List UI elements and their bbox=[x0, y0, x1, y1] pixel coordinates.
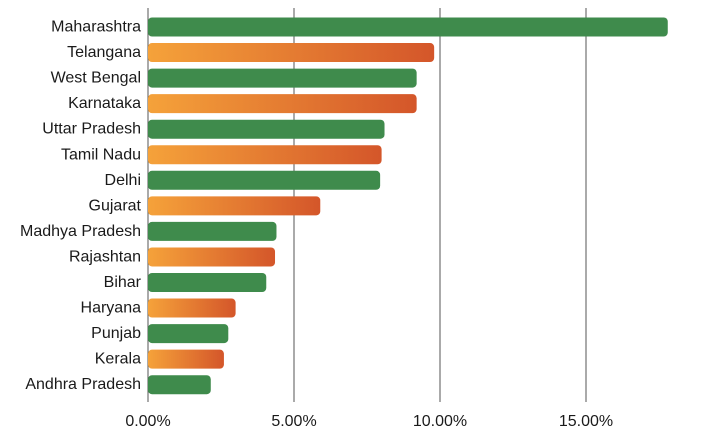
category-labels: Maharashtra Telangana West Bengal Karnataka… bbox=[20, 19, 142, 394]
bar-andhra-pradesh bbox=[148, 375, 211, 395]
x-tick-label: 0.00% bbox=[125, 413, 170, 430]
category-label: Uttar Pradesh bbox=[42, 121, 141, 138]
bar-karnataka bbox=[148, 94, 417, 114]
x-tick-label: 5.00% bbox=[271, 413, 316, 430]
bar-kerala bbox=[148, 349, 224, 369]
category-label: Maharashtra bbox=[51, 19, 141, 36]
x-axis-tick-labels: 0.00% 5.00% 10.00% 15.00% bbox=[125, 413, 613, 430]
bar-punjab bbox=[148, 324, 229, 344]
category-label: Kerala bbox=[95, 351, 141, 368]
category-label: West Bengal bbox=[51, 70, 141, 87]
category-label: Madhya Pradesh bbox=[20, 223, 141, 240]
x-tick-label: 15.00% bbox=[559, 413, 613, 430]
x-tick-label: 10.00% bbox=[413, 413, 467, 430]
bars bbox=[148, 17, 668, 395]
category-label: Bihar bbox=[104, 274, 142, 291]
bar-uttar-pradesh bbox=[148, 119, 385, 139]
category-label: Punjab bbox=[91, 325, 141, 342]
category-label: Karnataka bbox=[68, 95, 141, 112]
bar-madhya-pradesh bbox=[148, 221, 277, 241]
bar-west-bengal bbox=[148, 68, 417, 88]
category-label: Gujarat bbox=[89, 197, 142, 214]
bar-haryana bbox=[148, 298, 236, 318]
bar-maharashtra bbox=[148, 17, 668, 37]
category-label: Rajashtan bbox=[69, 248, 141, 265]
bar-gujarat bbox=[148, 196, 321, 216]
category-label: Tamil Nadu bbox=[61, 146, 141, 163]
bar-tamil-nadu bbox=[148, 145, 382, 165]
category-label: Andhra Pradesh bbox=[25, 376, 141, 393]
category-label: Haryana bbox=[81, 300, 142, 317]
bar-telangana bbox=[148, 43, 435, 63]
category-label: Telangana bbox=[67, 44, 141, 61]
bar-rajashtan bbox=[148, 247, 276, 267]
bar-bihar bbox=[148, 273, 267, 292]
category-label: Delhi bbox=[105, 172, 141, 189]
bar-delhi bbox=[148, 170, 381, 190]
